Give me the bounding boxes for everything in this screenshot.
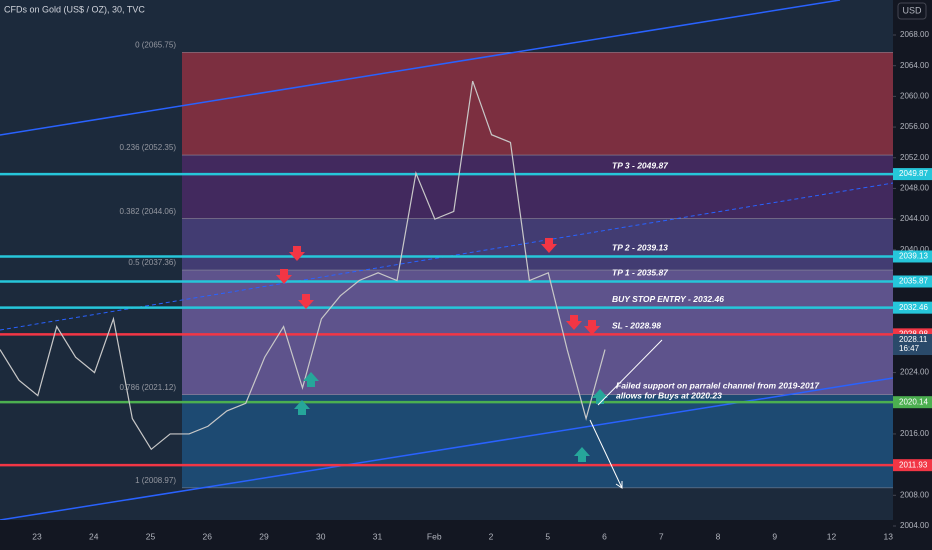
symbol-title: CFDs on Gold (US$ / OZ), 30, TVC bbox=[4, 4, 145, 14]
price-tick-label: 2004.00 bbox=[900, 521, 929, 530]
plot-bg bbox=[0, 0, 893, 520]
level-tag bbox=[893, 459, 932, 472]
currency: USD bbox=[902, 5, 922, 15]
price-tick-label: 2024.00 bbox=[900, 368, 929, 377]
price-line bbox=[0, 80, 606, 451]
level-label: SL - 2028.98 bbox=[612, 321, 661, 331]
level-tag-label: 2035.87 bbox=[899, 277, 928, 286]
time-tick-label: 31 bbox=[373, 531, 383, 541]
level-label: TP 3 - 2049.87 bbox=[612, 160, 669, 170]
price-tick-label: 2044.00 bbox=[900, 214, 929, 223]
fib-band bbox=[182, 155, 893, 219]
time-tick-label: 8 bbox=[716, 531, 721, 541]
price-tick-label: 2068.00 bbox=[900, 30, 929, 39]
fib-label: 0.236 (2052.35) bbox=[120, 143, 177, 152]
channel-upper bbox=[0, 0, 841, 136]
price-tick-label: 2016.00 bbox=[900, 429, 929, 438]
level-tag bbox=[893, 168, 932, 181]
time-tick-label: 2 bbox=[489, 531, 494, 541]
level-label: TP 2 - 2039.13 bbox=[612, 243, 668, 253]
time-tick-label: Feb bbox=[427, 531, 442, 541]
level-tag bbox=[893, 301, 932, 314]
fib-label: 1 (2008.97) bbox=[135, 476, 176, 485]
fib-band bbox=[182, 270, 893, 395]
fib-label: 0.5 (2037.36) bbox=[128, 258, 176, 267]
level-tag-label: 2039.13 bbox=[899, 252, 928, 261]
time-tick-label: 26 bbox=[203, 531, 213, 541]
current-time: 16:47 bbox=[899, 344, 920, 353]
time-tick-label: 25 bbox=[146, 531, 156, 541]
level-label: BUY STOP ENTRY - 2032.46 bbox=[612, 294, 724, 304]
time-tick-label: 24 bbox=[89, 531, 99, 541]
current-price: 2028.11 bbox=[899, 335, 928, 344]
time-tick-label: 30 bbox=[316, 531, 326, 541]
price-axis bbox=[893, 0, 932, 550]
price-tick-label: 2040.00 bbox=[900, 245, 929, 254]
level-tag bbox=[893, 396, 932, 409]
price-tick-label: 2060.00 bbox=[900, 91, 929, 100]
time-tick-label: 9 bbox=[772, 531, 777, 541]
time-tick-label: 7 bbox=[659, 531, 664, 541]
time-tick-label: 23 bbox=[32, 531, 42, 541]
channel-mid bbox=[0, 182, 894, 331]
price-tick-label: 2048.00 bbox=[900, 184, 929, 193]
level-tag-label: 2049.87 bbox=[899, 169, 928, 178]
time-axis bbox=[0, 520, 893, 550]
level-tag-label: 2020.14 bbox=[899, 397, 928, 406]
fib-label: 0.786 (2021.12) bbox=[120, 383, 177, 392]
level-tag bbox=[893, 250, 932, 263]
fib-label: 0 (2065.75) bbox=[135, 40, 176, 49]
time-tick-label: 13 bbox=[884, 531, 894, 541]
price-tick-label: 2056.00 bbox=[900, 122, 929, 131]
currency-box bbox=[897, 2, 927, 20]
annotation: allows for Buys at 2020.23 bbox=[616, 390, 722, 400]
level-tag-label: 2028.98 bbox=[899, 329, 928, 338]
time-tick-label: 29 bbox=[259, 531, 269, 541]
level-tag bbox=[893, 275, 932, 288]
annotation: Failed support on parralel channel from … bbox=[616, 380, 820, 390]
current-price-tag bbox=[893, 334, 932, 356]
price-tick-label: 2052.00 bbox=[900, 153, 929, 162]
time-tick-label: 12 bbox=[827, 531, 837, 541]
price-tick-label: 2008.00 bbox=[900, 490, 929, 499]
level-tag-label: 2011.93 bbox=[899, 460, 928, 469]
time-tick-label: 5 bbox=[545, 531, 550, 541]
time-tick-label: 6 bbox=[602, 531, 607, 541]
arrows bbox=[276, 238, 663, 489]
level-label: TP 1 - 2035.87 bbox=[612, 268, 669, 278]
level-tag-label: 2032.46 bbox=[899, 303, 928, 312]
fib-label: 0.382 (2044.06) bbox=[120, 207, 177, 216]
price-tick-label: 2064.00 bbox=[900, 61, 929, 70]
fib-band bbox=[182, 52, 893, 156]
fib-band bbox=[182, 218, 893, 271]
